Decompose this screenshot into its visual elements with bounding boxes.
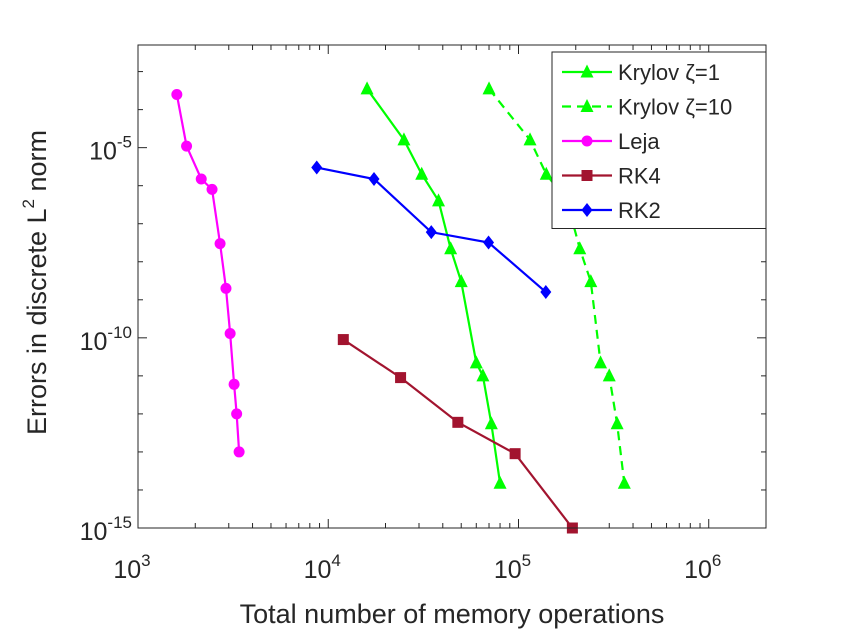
legend: Krylov ζ=1 Krylov ζ=10 Leja RK4 RK2: [551, 51, 767, 229]
data-point: [444, 241, 458, 255]
legend-item: Krylov ζ=10: [562, 95, 732, 120]
x-tick-label: 104: [304, 551, 341, 584]
data-point: [415, 166, 429, 180]
data-point: [617, 475, 631, 489]
data-point: [584, 274, 598, 288]
data-point: [452, 416, 464, 428]
data-point: [476, 368, 490, 382]
x-axis-label: Total number of memory operations: [240, 599, 665, 629]
data-point: [539, 166, 553, 180]
data-point: [231, 408, 243, 420]
data-point: [482, 81, 496, 95]
y-tick-label: 10-15: [80, 513, 132, 546]
legend-item: RK4: [562, 164, 661, 189]
y-tick-label: 10-10: [80, 323, 132, 356]
y-axis-label-superscript: 2: [19, 199, 38, 208]
data-point: [469, 355, 483, 369]
data-point: [368, 171, 380, 186]
legend-label: RK4: [618, 164, 661, 189]
legend-marker: [580, 99, 594, 112]
data-point: [220, 282, 232, 294]
y-axis-label-main: Errors in discrete L: [22, 208, 52, 435]
data-point: [610, 416, 624, 430]
data-point: [454, 274, 468, 288]
series-5: [311, 160, 552, 300]
series-1: [360, 81, 507, 489]
data-point: [602, 368, 616, 382]
y-axis-label: Errors in discrete L2 norm: [19, 130, 52, 435]
data-point: [523, 132, 537, 146]
data-point: [594, 355, 608, 369]
legend-item: RK2: [562, 198, 661, 223]
legend-marker: [581, 203, 593, 217]
legend-item: Krylov ζ=1: [562, 60, 720, 85]
legend-marker: [581, 135, 593, 147]
data-point: [311, 160, 323, 175]
data-point: [483, 235, 495, 250]
data-point: [206, 183, 218, 195]
x-tick-label: 105: [494, 551, 531, 584]
legend-marker: [580, 64, 594, 78]
data-point: [484, 416, 498, 430]
x-tick-label: 106: [684, 551, 721, 584]
legend-marker: [581, 170, 593, 181]
data-point: [573, 241, 587, 255]
data-point: [397, 132, 411, 146]
data-point: [195, 173, 207, 185]
series-3: [171, 88, 245, 458]
data-point: [509, 448, 521, 460]
data-point: [224, 327, 236, 339]
legend-label: Leja: [618, 129, 660, 154]
x-tick-label: 103: [113, 551, 150, 584]
data-point: [171, 88, 183, 100]
data-point: [395, 372, 407, 384]
data-point: [432, 193, 446, 207]
data-point: [233, 446, 245, 458]
axes-box: [137, 44, 767, 529]
data-point: [228, 378, 240, 390]
data-point: [493, 475, 507, 489]
series-line: [175, 94, 241, 453]
y-axis-label-suffix: norm: [22, 130, 52, 199]
data-point: [425, 225, 437, 240]
legend-label: Krylov ζ=1: [618, 60, 720, 85]
legend-label: Krylov ζ=10: [618, 95, 732, 120]
y-tick-label: 10-5: [89, 133, 132, 166]
data-point: [360, 81, 374, 95]
data-point: [337, 334, 349, 346]
legend-item: Leja: [562, 129, 660, 154]
series-2: [482, 81, 631, 489]
data-point: [214, 238, 226, 250]
data-point: [181, 140, 193, 152]
data-point: [540, 285, 552, 300]
series-line: [366, 88, 502, 484]
legend-label: RK2: [618, 198, 661, 223]
